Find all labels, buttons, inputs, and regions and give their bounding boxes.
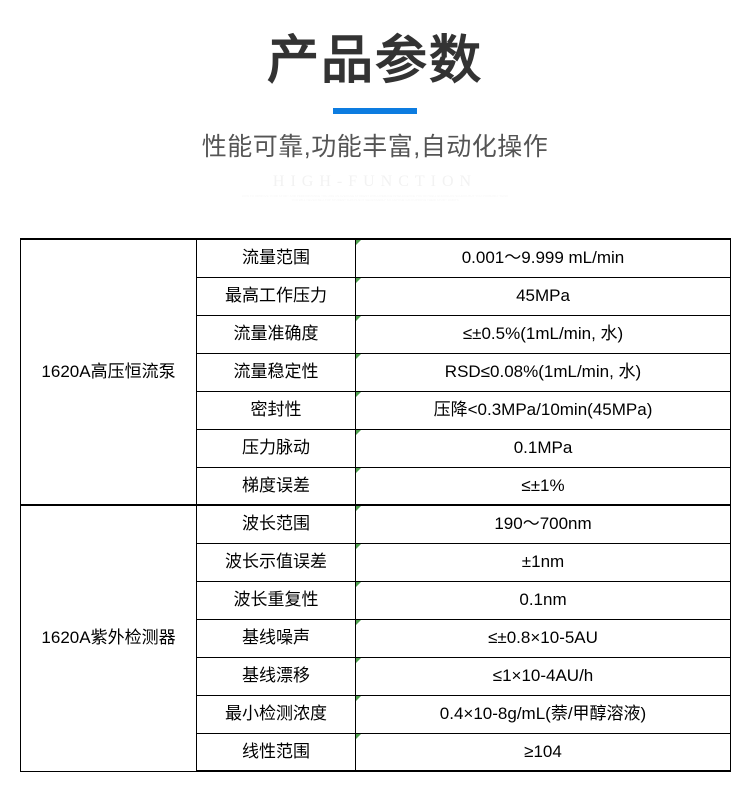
green-corner-marker-icon (356, 581, 361, 587)
parameter-value-text: 190～700nm (494, 514, 592, 534)
specification-table-body: 1620A高压恒流泵 流量范围 0.001～9.999 mL/min 最高工作压力 45… (20, 238, 731, 772)
green-corner-marker-icon (356, 277, 361, 283)
green-corner-marker-icon (356, 467, 361, 473)
parameter-value-text: 0.1nm (519, 590, 567, 609)
parameter-value-cell: ≥104 (355, 732, 731, 772)
parameter-value-cell: 0.001～9.999 mL/min (355, 238, 731, 278)
green-corner-marker-icon (356, 543, 361, 549)
parameter-name-cell: 密封性 (196, 390, 356, 430)
table-row: 最高工作压力 45MPa (21, 276, 731, 316)
parameter-value-cell: 45MPa (355, 276, 731, 316)
table-row: 1620A高压恒流泵 流量范围 0.001～9.999 mL/min (20, 238, 731, 506)
green-corner-marker-icon (356, 429, 361, 435)
parameter-name-cell: 波长示值误差 (196, 542, 356, 582)
parameter-value-cell: ≤±0.5%(1mL/min, 水) (355, 314, 731, 354)
parameter-value-cell: 190～700nm (355, 504, 731, 544)
green-corner-marker-icon (356, 657, 361, 663)
parameter-value-text: ≤±0.8×10-5AU (488, 628, 598, 647)
parameter-value-text: ≤±1% (521, 475, 565, 495)
group-name-cell: 1620A紫外检测器 (20, 504, 197, 772)
table-row: 1620A紫外检测器 波长范围 190～700nm (20, 504, 731, 772)
title-accent-bar (333, 108, 417, 114)
parameter-value-cell: ≤±0.8×10-5AU (355, 618, 731, 658)
parameter-value-cell: 0.1nm (355, 580, 731, 620)
table-row: 线性范围 ≥104 (21, 732, 731, 772)
page-subtitle: 性能可靠,功能丰富,自动化操作 (201, 133, 549, 161)
parameter-value-text: 压降<0.3MPa/10min(45MPa) (433, 400, 653, 419)
table-row: 波长示值误差 ±1nm (21, 542, 731, 582)
parameter-value-text: ≤1×10-4AU/h (492, 666, 594, 685)
parameter-value-text: 0.4×10-8g/mL(萘/甲醇溶液) (439, 704, 647, 723)
green-corner-marker-icon (356, 695, 361, 701)
parameter-name-cell: 最高工作压力 (196, 276, 356, 316)
parameter-name-cell: 波长范围 (196, 504, 356, 544)
table-row: 基线噪声 ≤±0.8×10-5AU (21, 618, 731, 658)
specification-table-container: 1620A高压恒流泵 流量范围 0.001～9.999 mL/min 最高工作压力 45… (20, 238, 731, 772)
parameter-value-text: 45MPa (516, 286, 570, 305)
green-corner-marker-icon (356, 240, 361, 245)
parameter-name-cell: 压力脉动 (196, 428, 356, 468)
green-corner-marker-icon (356, 506, 361, 511)
parameter-value-text: RSD≤0.08%(1mL/min, 水) (444, 362, 642, 381)
parameter-name-cell: 最小检测浓度 (196, 694, 356, 734)
parameter-value-text: 0.1MPa (513, 438, 573, 457)
parameter-name-cell: 波长重复性 (196, 580, 356, 620)
green-corner-marker-icon (356, 315, 361, 321)
green-corner-marker-icon (356, 733, 361, 739)
table-row: 流量稳定性 RSD≤0.08%(1mL/min, 水) (21, 352, 731, 392)
table-row: 密封性 压降<0.3MPa/10min(45MPa) (21, 390, 731, 430)
green-corner-marker-icon (356, 391, 361, 397)
parameter-name-cell: 流量准确度 (196, 314, 356, 354)
group-name-cell: 1620A高压恒流泵 (20, 238, 197, 506)
parameter-name-cell: 流量范围 (196, 238, 356, 278)
parameter-value-cell: 0.4×10-8g/mL(萘/甲醇溶液) (355, 694, 731, 734)
parameter-value-cell: ≤±1% (355, 466, 731, 506)
watermark-paragraph: HOW TO IMPROVE YOUR STUDY AND PERFORMANC… (241, 194, 509, 203)
parameter-name-cell: 流量稳定性 (196, 352, 356, 392)
parameter-value-cell: ≤1×10-4AU/h (355, 656, 731, 696)
parameter-value-cell: 压降<0.3MPa/10min(45MPa) (355, 390, 731, 430)
green-corner-marker-icon (356, 353, 361, 359)
page-header: 产品参数 性能可靠,功能丰富,自动化操作 HIGH-FUNCTION HOW T… (0, 0, 750, 208)
parameter-value-cell: ±1nm (355, 542, 731, 582)
page-title: 产品参数 (266, 32, 483, 90)
table-row: 基线漂移 ≤1×10-4AU/h (21, 656, 731, 696)
table-row: 最小检测浓度 0.4×10-8g/mL(萘/甲醇溶液) (21, 694, 731, 734)
parameter-value-text: ±1nm (521, 552, 565, 571)
parameter-value-text: ≥104 (524, 741, 562, 761)
table-row: 梯度误差 ≤±1% (21, 466, 731, 506)
specification-table: 1620A高压恒流泵 流量范围 0.001～9.999 mL/min 最高工作压力 45… (20, 238, 731, 772)
watermark-title: HIGH-FUNCTION (272, 173, 478, 190)
parameter-name-cell: 线性范围 (196, 732, 356, 772)
parameter-value-cell: RSD≤0.08%(1mL/min, 水) (355, 352, 731, 392)
parameter-name-cell: 梯度误差 (196, 466, 356, 506)
parameter-name-cell: 基线漂移 (196, 656, 356, 696)
parameter-name-cell: 基线噪声 (196, 618, 356, 658)
green-corner-marker-icon (356, 619, 361, 625)
parameter-value-text: ≤±0.5%(1mL/min, 水) (462, 324, 624, 343)
parameter-value-cell: 0.1MPa (355, 428, 731, 468)
parameter-value-text: 0.001～9.999 mL/min (461, 248, 625, 268)
